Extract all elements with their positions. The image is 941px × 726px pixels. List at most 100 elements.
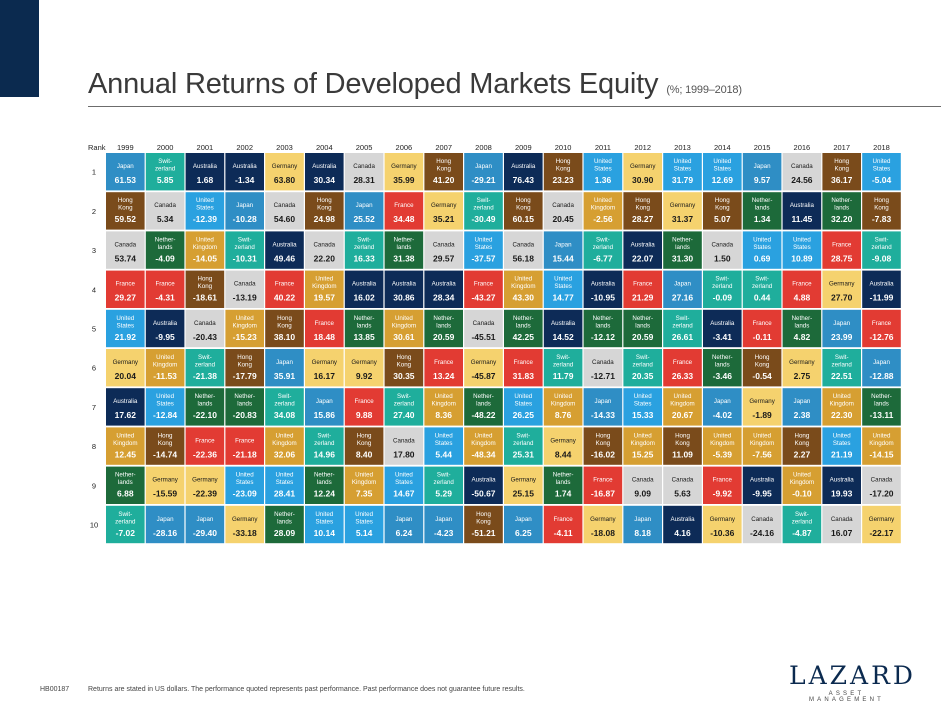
- cell-value: -37.57: [471, 253, 495, 263]
- cell-value: 9.09: [634, 489, 651, 499]
- cell-country: Germany: [391, 163, 417, 170]
- cell-box: [862, 505, 901, 544]
- cell-country: United: [873, 158, 891, 165]
- cell-country: United: [236, 315, 254, 322]
- cell-country: Australia: [272, 241, 297, 248]
- cell-country: Nether-: [234, 393, 255, 400]
- cell-country: States: [196, 205, 214, 212]
- cell-value: 4.82: [794, 332, 811, 342]
- cell-box: [305, 231, 344, 269]
- cell-country: Hong: [635, 197, 650, 204]
- cell-value: -2.56: [593, 214, 613, 224]
- cell-value: 31.37: [672, 214, 694, 224]
- cell-country: France: [514, 359, 534, 366]
- cell-value: 31.79: [672, 175, 694, 185]
- cell-value: -15.59: [153, 489, 177, 499]
- cell-box: [225, 309, 264, 348]
- cell-box: [464, 349, 503, 387]
- cell-country: Swit-: [875, 236, 889, 243]
- year-label: 2003: [276, 143, 293, 152]
- cell-country: United: [833, 393, 851, 400]
- cell-value: -3.46: [713, 371, 733, 381]
- cell-box: [265, 231, 304, 269]
- cell-box: [583, 349, 623, 387]
- cell-country: Germany: [152, 477, 178, 484]
- cell-value: 43.30: [513, 293, 535, 303]
- cell-value: -10.95: [591, 293, 615, 303]
- cell-country: Japan: [475, 163, 492, 170]
- cell-country: Swit-: [477, 197, 491, 204]
- cell-value: -4.02: [713, 410, 733, 420]
- cell-country: zerland: [593, 244, 614, 251]
- cell-box: [384, 427, 424, 465]
- cell-country: Swit-: [198, 354, 212, 361]
- year-label: 2017: [833, 143, 850, 152]
- cell-box: [623, 309, 662, 348]
- cell-box: [543, 309, 583, 348]
- rank-label: 10: [90, 521, 98, 530]
- cell-value: -45.51: [471, 332, 495, 342]
- cell-country: United: [435, 432, 453, 439]
- cell-box: [384, 505, 424, 544]
- cell-country: United: [514, 276, 532, 283]
- cell-value: 6.24: [396, 528, 413, 538]
- cell-country: France: [752, 320, 772, 327]
- cell-box: [344, 427, 384, 465]
- cell-value: 5.29: [435, 489, 452, 499]
- cell-country: Canada: [632, 477, 654, 484]
- rank-label: 9: [92, 481, 96, 490]
- page-title: Annual Returns of Developed Markets Equi…: [88, 68, 742, 101]
- cell-value: -12.71: [591, 371, 615, 381]
- cell-value: 20.67: [672, 410, 694, 420]
- cell-box: [225, 388, 264, 426]
- cell-value: 5.34: [157, 214, 174, 224]
- cell-country: Kingdom: [153, 362, 177, 369]
- cell-country: Kong: [357, 440, 372, 447]
- cell-country: Kingdom: [869, 440, 893, 447]
- cell-value: 40.22: [274, 293, 296, 303]
- cell-value: -0.11: [753, 332, 772, 342]
- cell-value: 10.14: [314, 528, 336, 538]
- cell-country: Hong: [596, 432, 611, 439]
- cell-box: [145, 270, 185, 308]
- cell-value: 38.10: [274, 332, 296, 342]
- cell-value: 15.86: [314, 410, 336, 420]
- cell-country: Kingdom: [352, 479, 376, 486]
- cell-box: [185, 231, 225, 269]
- cell-box: [504, 466, 543, 504]
- cell-value: 6.88: [117, 489, 134, 499]
- cell-country: Swit-: [596, 236, 610, 243]
- cell-box: [424, 231, 463, 269]
- cell-value: -9.95: [752, 489, 772, 499]
- cell-country: Kingdom: [272, 440, 296, 447]
- cell-value: -3.41: [713, 332, 733, 342]
- cell-value: -10.36: [710, 528, 734, 538]
- cell-box: [782, 231, 822, 269]
- cell-value: -11.99: [870, 293, 894, 303]
- cell-value: 5.63: [674, 489, 691, 499]
- cell-country: zerland: [155, 166, 176, 173]
- cell-box: [583, 153, 623, 191]
- cell-country: Japan: [833, 320, 850, 327]
- cell-box: [424, 309, 463, 348]
- cell-country: Canada: [791, 163, 813, 170]
- cell-country: Kingdom: [790, 479, 814, 486]
- cell-box: [742, 309, 782, 348]
- cell-value: 29.27: [115, 293, 137, 303]
- cell-box: [543, 427, 583, 465]
- cell-box: [464, 505, 503, 544]
- cell-box: [106, 505, 145, 544]
- cell-box: [464, 270, 503, 308]
- cell-box: [265, 309, 304, 348]
- year-label: 2015: [754, 143, 771, 152]
- cell-box: [185, 466, 225, 504]
- cell-country: Japan: [316, 398, 333, 405]
- cell-country: zerland: [473, 205, 494, 212]
- cell-box: [822, 505, 861, 544]
- cell-value: 12.69: [712, 175, 734, 185]
- cell-box: [504, 309, 543, 348]
- cell-value: 21.29: [632, 293, 654, 303]
- cell-box: [782, 192, 822, 230]
- cell-country: zerland: [354, 244, 375, 251]
- cell-country: Japan: [594, 398, 611, 405]
